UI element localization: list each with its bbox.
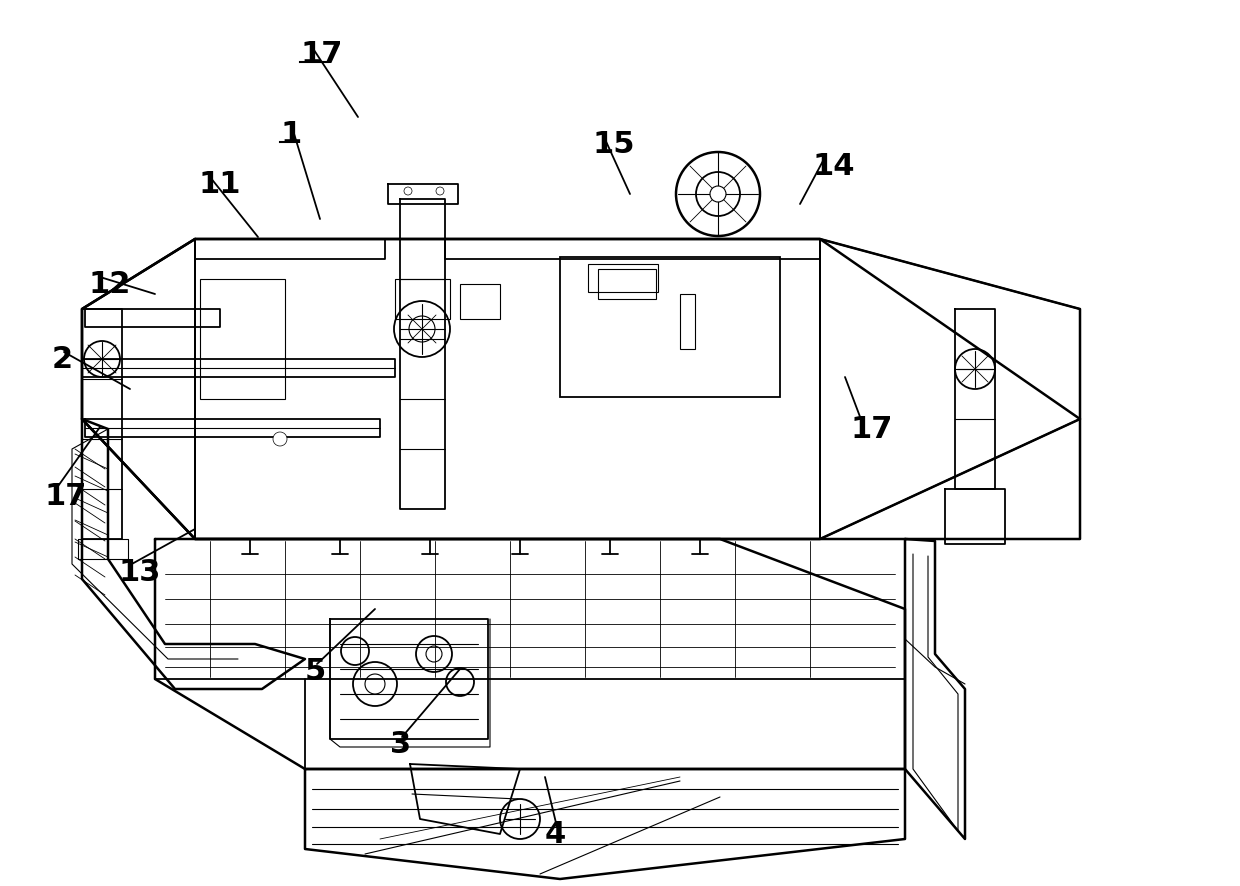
Text: 17: 17 xyxy=(300,40,342,69)
Text: 11: 11 xyxy=(198,170,241,198)
Text: 4: 4 xyxy=(546,819,567,848)
Circle shape xyxy=(273,432,286,447)
Text: 17: 17 xyxy=(849,415,893,444)
Text: 5: 5 xyxy=(305,657,326,685)
Bar xyxy=(680,295,694,350)
Bar xyxy=(560,258,780,398)
Bar xyxy=(200,280,285,400)
Bar xyxy=(396,280,450,320)
Bar xyxy=(598,269,656,299)
Text: 14: 14 xyxy=(812,152,854,181)
Text: 3: 3 xyxy=(391,729,412,758)
Text: 1: 1 xyxy=(280,120,301,149)
Circle shape xyxy=(436,188,444,196)
Text: 13: 13 xyxy=(118,557,160,587)
Text: 12: 12 xyxy=(88,269,130,299)
Circle shape xyxy=(711,187,725,203)
Bar xyxy=(460,284,500,320)
Text: 2: 2 xyxy=(52,345,73,374)
Text: 17: 17 xyxy=(43,481,87,510)
Text: 15: 15 xyxy=(591,130,635,159)
Circle shape xyxy=(404,188,412,196)
Bar xyxy=(588,265,658,292)
